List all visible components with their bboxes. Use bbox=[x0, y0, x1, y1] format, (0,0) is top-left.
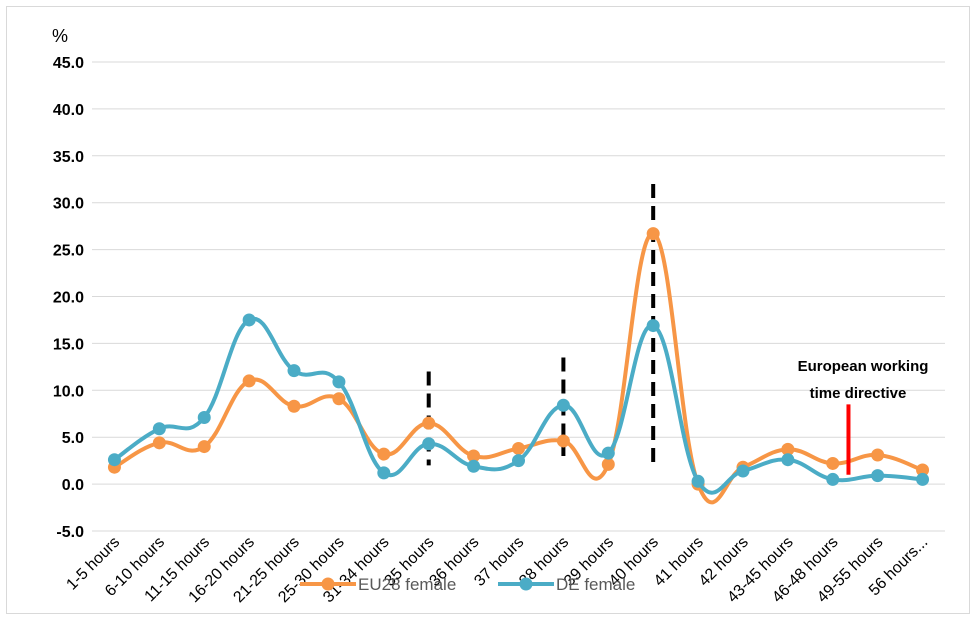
series-de-female bbox=[107, 313, 930, 495]
data-point bbox=[197, 440, 211, 454]
data-point bbox=[691, 474, 705, 488]
annotation: European working time directive bbox=[798, 358, 929, 475]
chart-frame bbox=[6, 6, 970, 614]
data-point bbox=[512, 454, 525, 468]
legend: EU28 female DE female bbox=[300, 575, 635, 594]
data-point bbox=[467, 459, 481, 473]
data-point bbox=[512, 441, 525, 455]
data-point bbox=[152, 436, 166, 450]
data-point bbox=[646, 227, 660, 241]
data-point bbox=[332, 392, 346, 406]
data-point bbox=[871, 469, 885, 483]
data-point bbox=[152, 422, 166, 436]
legend-label: DE female bbox=[556, 575, 635, 594]
data-point bbox=[467, 449, 481, 463]
series-eu28-female bbox=[107, 227, 930, 505]
y-tick-label: 0.0 bbox=[62, 477, 84, 494]
data-point bbox=[736, 464, 750, 478]
data-point bbox=[916, 463, 930, 477]
data-point bbox=[242, 313, 256, 327]
data-point bbox=[556, 398, 570, 412]
data-point bbox=[377, 447, 391, 461]
data-point bbox=[287, 364, 301, 378]
legend-swatch-marker bbox=[519, 577, 533, 591]
y-tick-label: 15.0 bbox=[53, 336, 84, 353]
legend-entry: EU28 female bbox=[300, 575, 456, 594]
y-tick-label: 5.0 bbox=[62, 430, 84, 447]
annotation-line-2: time directive bbox=[810, 385, 907, 402]
data-point bbox=[826, 472, 840, 486]
data-point bbox=[197, 411, 211, 425]
data-point bbox=[601, 457, 615, 471]
gridlines bbox=[92, 61, 945, 532]
y-tick-label: 30.0 bbox=[53, 196, 84, 213]
y-axis-unit-label: % bbox=[52, 26, 68, 46]
y-tick-label: 25.0 bbox=[53, 243, 84, 260]
data-point bbox=[422, 437, 436, 451]
annotation-line-1: European working bbox=[798, 358, 929, 375]
y-axis-tick-labels: -5.0 0.0 5.0 10.0 15.0 20.0 25.0 30.0 35.0 40.0 45… bbox=[53, 55, 84, 541]
data-point bbox=[646, 319, 660, 333]
data-point bbox=[826, 456, 840, 470]
legend-entry: DE female bbox=[498, 575, 635, 594]
y-tick-label: 40.0 bbox=[53, 102, 84, 119]
data-point bbox=[377, 466, 391, 480]
data-point bbox=[422, 416, 436, 430]
y-tick-label: 35.0 bbox=[53, 149, 84, 166]
data-point bbox=[916, 472, 930, 486]
y-tick-label: -5.0 bbox=[56, 524, 84, 541]
data-point bbox=[601, 446, 615, 460]
data-point bbox=[556, 434, 570, 448]
legend-label: EU28 female bbox=[358, 575, 456, 594]
data-point bbox=[242, 374, 256, 388]
data-point bbox=[781, 442, 795, 456]
y-tick-label: 10.0 bbox=[53, 383, 84, 400]
data-point bbox=[781, 453, 795, 467]
legend-swatch-marker bbox=[321, 577, 335, 591]
data-point bbox=[871, 448, 885, 462]
series-lines bbox=[107, 227, 930, 505]
y-tick-label: 45.0 bbox=[53, 55, 84, 72]
y-tick-label: 20.0 bbox=[53, 290, 84, 307]
data-point bbox=[332, 375, 346, 389]
data-point bbox=[287, 399, 301, 413]
data-point bbox=[107, 453, 121, 467]
